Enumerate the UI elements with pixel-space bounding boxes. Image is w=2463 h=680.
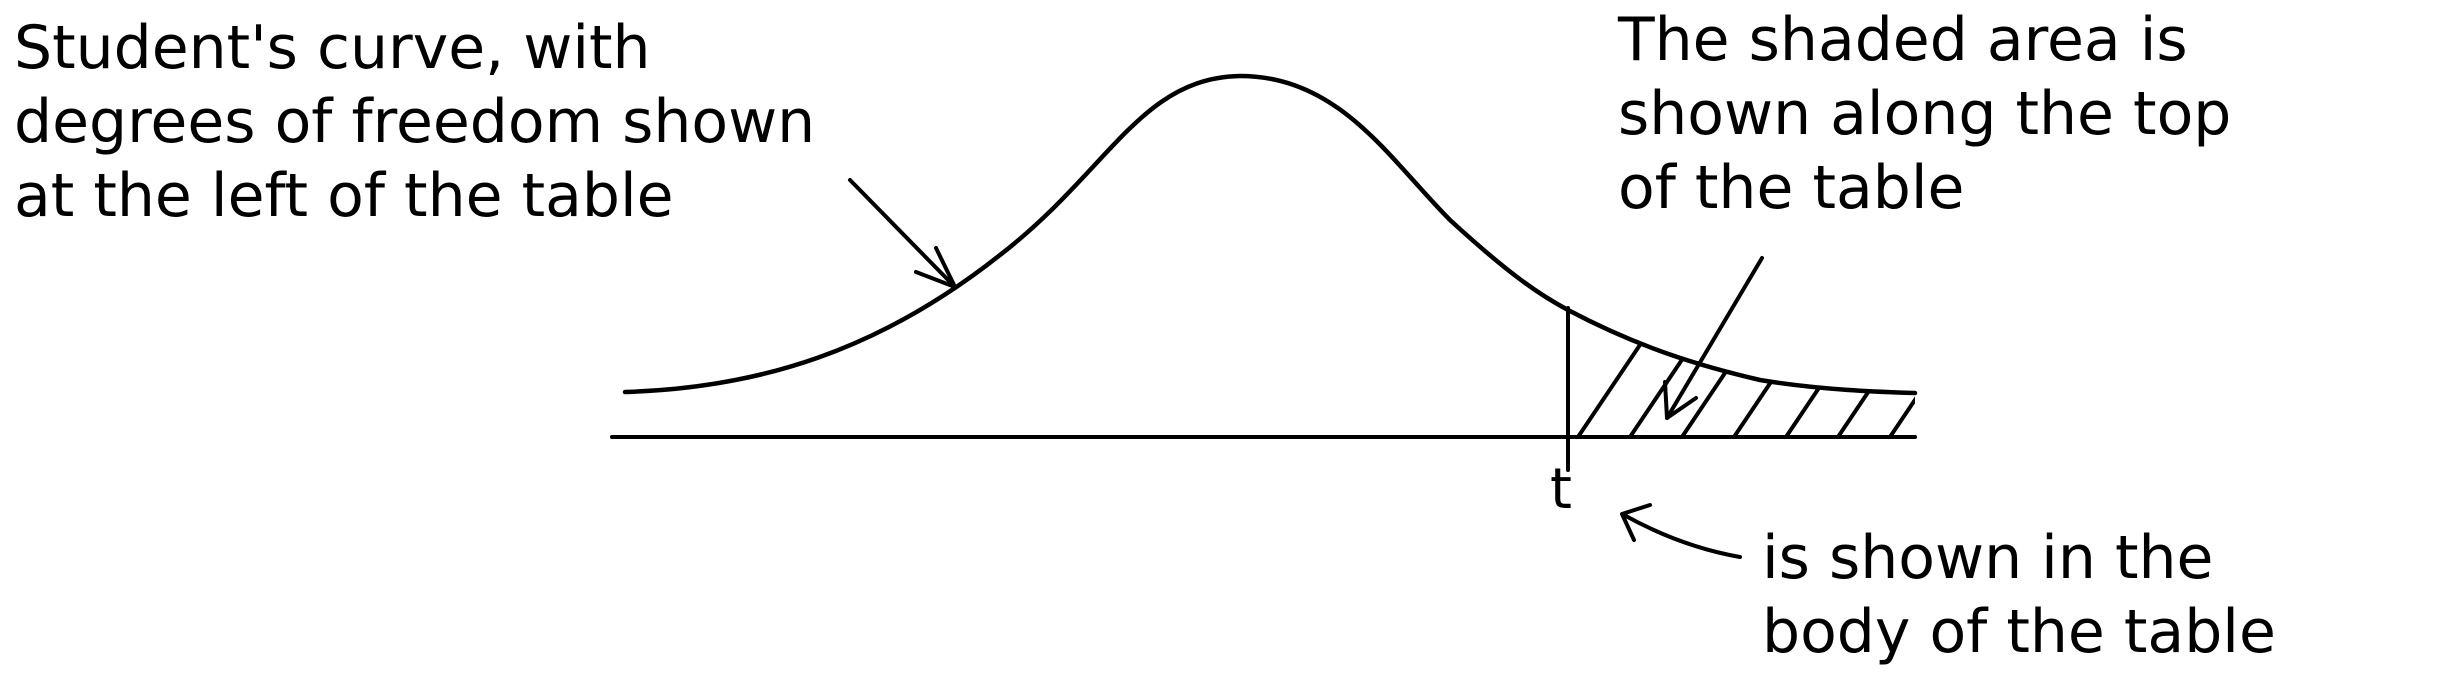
area-note-line-2: shown along the top: [1618, 79, 2231, 149]
area-note-line-1: The shaded area is: [1617, 5, 2188, 75]
curve-note-line-1: Student's curve, with: [14, 13, 651, 83]
curve-annotation: Student's curve, with degrees of freedom…: [14, 13, 815, 231]
area-note-arrow: [1663, 256, 1764, 420]
student-curve: [622, 73, 1918, 396]
area-note-line-3: of the table: [1618, 153, 1964, 223]
t-note-arrow: [1620, 503, 1742, 559]
curve-note-line-3: at the left of the table: [14, 161, 674, 231]
t-annotation: is shown in the body of the table: [1762, 523, 2276, 667]
t-note-line-2: body of the table: [1762, 597, 2276, 667]
curve-note-line-2: degrees of freedom shown: [14, 87, 815, 157]
shaded-tail-area: [1576, 310, 1915, 437]
area-annotation: The shaded area is shown along the top o…: [1617, 5, 2231, 223]
t-note-line-1: is shown in the: [1762, 523, 2213, 593]
curve-note-arrow: [848, 178, 957, 289]
t-label: t: [1550, 457, 1572, 522]
